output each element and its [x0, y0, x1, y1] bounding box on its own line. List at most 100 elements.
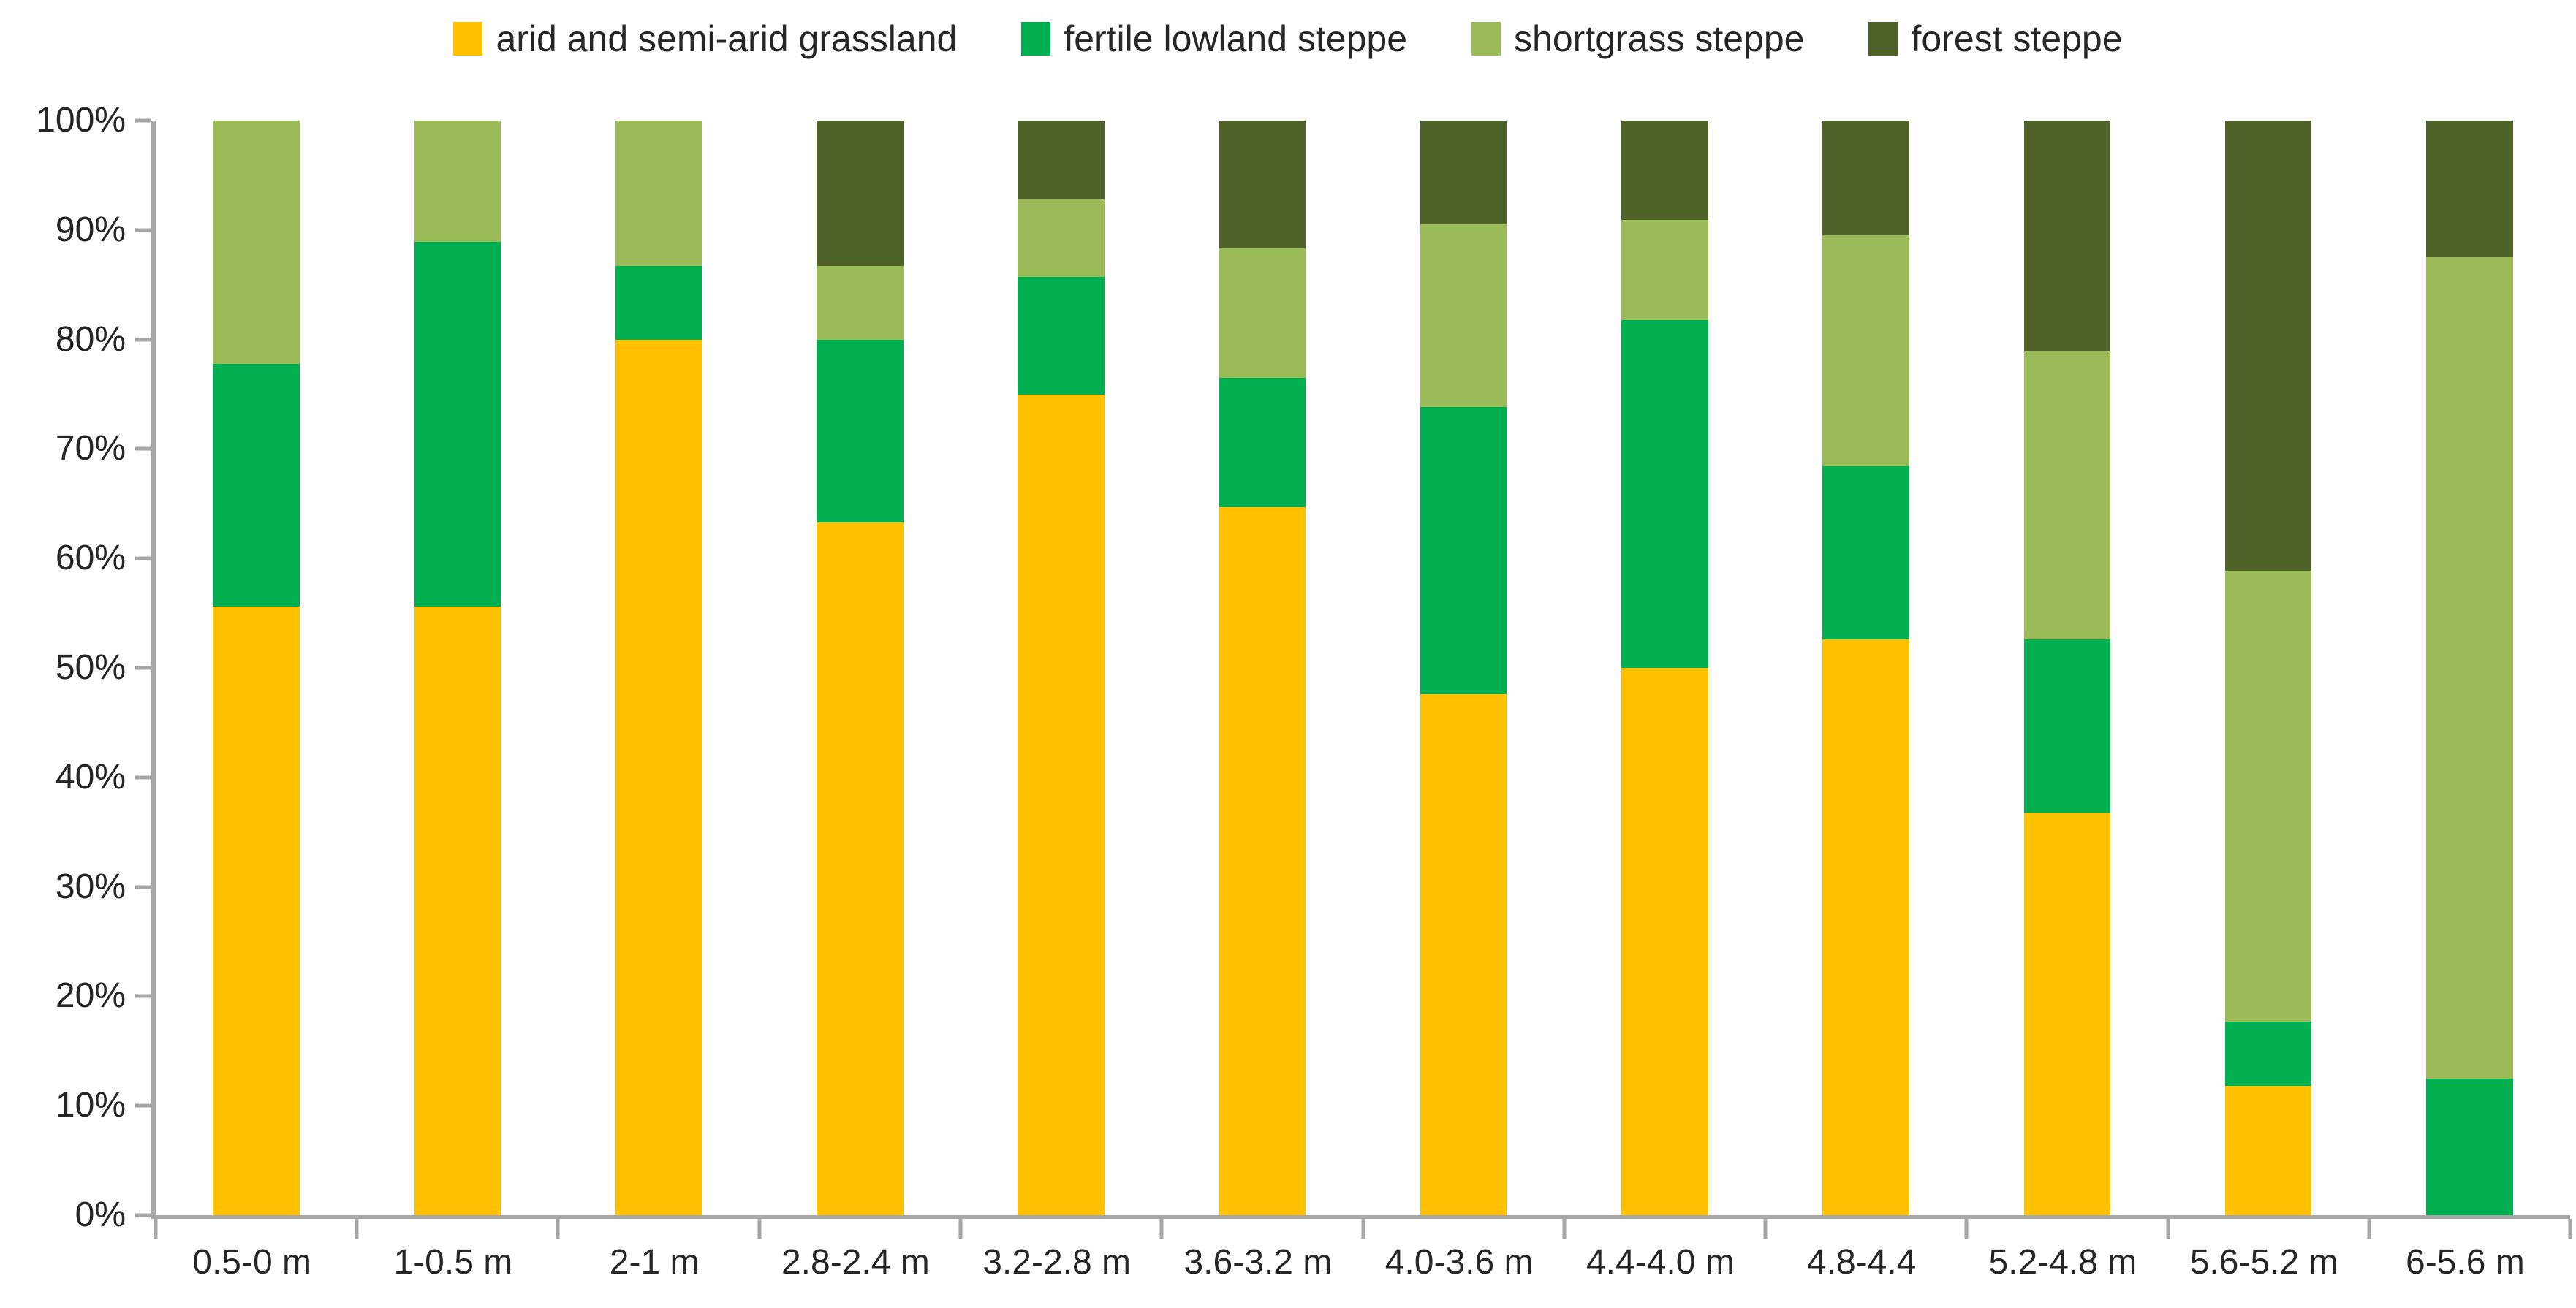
y-axis-tick	[135, 556, 151, 560]
bar-segment	[2224, 570, 2312, 1022]
legend-item: forest steppe	[1868, 18, 2123, 60]
legend-swatch	[1868, 22, 1898, 56]
legend-item: shortgrass steppe	[1471, 18, 1804, 60]
y-tick-label: 20%	[55, 976, 126, 1016]
y-axis-tick	[135, 775, 151, 780]
bar-stack	[1621, 121, 1708, 1215]
y-axis-tick	[135, 1213, 151, 1217]
bar-segment	[817, 522, 904, 1215]
bar-stack	[2023, 121, 2111, 1215]
bar-segment	[1621, 220, 1708, 320]
bar-segment	[2224, 1021, 2312, 1087]
bar-segment	[1420, 407, 1507, 694]
x-axis-tick	[556, 1219, 560, 1239]
bar-stack	[414, 121, 501, 1215]
bar-column	[2168, 121, 2369, 1215]
bar-segment	[1219, 248, 1306, 379]
bar-segment	[615, 121, 702, 267]
bar-segment	[1018, 121, 1105, 199]
x-category-label: 2-1 m	[609, 1243, 700, 1282]
legend-label: forest steppe	[1911, 18, 2123, 59]
y-axis-tick	[135, 118, 151, 123]
bar-segment	[1621, 319, 1708, 668]
y-axis-labels: 0% 10% 20% 30% 40% 50% 60% 70% 80% 90% 100%	[0, 103, 126, 1233]
y-tick-label: 60%	[55, 539, 126, 578]
bar-segment	[615, 266, 702, 340]
x-axis-tick	[1361, 1219, 1365, 1239]
y-axis-tick	[135, 994, 151, 998]
y-tick-label: 90%	[55, 210, 126, 249]
x-axis-tick	[757, 1219, 762, 1239]
bar-segment	[213, 121, 300, 364]
bar-segment	[2023, 121, 2111, 352]
bar-column	[156, 121, 357, 1215]
x-axis-tick	[355, 1219, 359, 1239]
bar-column	[1162, 121, 1363, 1215]
bar-segment	[414, 121, 501, 243]
x-category-label: 3.2-2.8 m	[982, 1243, 1131, 1282]
x-category-label: 5.6-5.2 m	[2189, 1243, 2338, 1282]
x-axis-tick	[2166, 1219, 2170, 1239]
bar-stack	[1420, 121, 1507, 1215]
legend-item: fertile lowland steppe	[1021, 18, 1407, 60]
bar-segment	[2426, 257, 2513, 1079]
x-category-label: 4.0-3.6 m	[1384, 1243, 1534, 1282]
bar-segment	[1018, 394, 1105, 1215]
bar-segment	[1219, 506, 1306, 1215]
legend-label: arid and semi-arid grassland	[496, 18, 958, 59]
bar-segment	[817, 339, 904, 522]
legend-swatch	[1021, 22, 1051, 56]
bar-segment	[2426, 121, 2513, 258]
x-axis-tick	[1964, 1219, 1969, 1239]
bar-stack	[615, 121, 702, 1215]
bar-segment	[1822, 235, 1909, 467]
bar-column	[558, 121, 759, 1215]
legend-label: shortgrass steppe	[1514, 18, 1805, 59]
bar-column	[357, 121, 558, 1215]
y-axis-tick	[135, 885, 151, 889]
x-axis-tick	[1159, 1219, 1164, 1239]
plot-area	[135, 118, 2572, 1239]
bar-segment	[414, 607, 501, 1215]
bar-segment	[2224, 1086, 2312, 1215]
bar-column	[1564, 121, 1765, 1215]
y-tick-label: 0%	[75, 1195, 126, 1234]
bar-column	[2369, 121, 2570, 1215]
y-tick-label: 70%	[55, 429, 126, 468]
y-tick-label: 40%	[55, 757, 126, 796]
bar-segment	[1420, 121, 1507, 225]
x-axis-tick	[2568, 1219, 2572, 1239]
bar-segment	[2224, 121, 2312, 571]
x-category-label: 2.8-2.4 m	[781, 1243, 930, 1282]
bar-segment	[213, 607, 300, 1215]
bar-segment	[1219, 121, 1306, 249]
x-category-label: 3.6-3.2 m	[1183, 1243, 1333, 1282]
bar-stack	[1018, 121, 1105, 1215]
bar-stack	[213, 121, 300, 1215]
bar-stack	[1219, 121, 1306, 1215]
bar-segment	[1420, 693, 1507, 1215]
bar-column	[759, 121, 961, 1215]
x-axis-labels: 0.5-0 m 1-0.5 m 2-1 m 2.8-2.4 m 3.2-2.8 m 3.6…	[151, 1242, 2566, 1282]
bar-segment	[1018, 277, 1105, 395]
y-tick-label: 30%	[55, 867, 126, 906]
y-tick-label: 50%	[55, 648, 126, 687]
bar-column	[1363, 121, 1564, 1215]
y-tick-label: 10%	[55, 1086, 126, 1125]
bar-segment	[1822, 466, 1909, 640]
x-category-label: 4.4-4.0 m	[1586, 1243, 1735, 1282]
bar-segment	[414, 242, 501, 607]
bar-segment	[1621, 668, 1708, 1215]
x-category-label: 4.8-4.4	[1806, 1243, 1917, 1282]
legend-item: arid and semi-arid grassland	[453, 18, 957, 60]
bar-stack	[1822, 121, 1909, 1215]
bar-segment	[817, 266, 904, 340]
bar-column	[1765, 121, 1966, 1215]
bar-segment	[2023, 639, 2111, 813]
y-axis-tick	[135, 1103, 151, 1108]
x-category-label: 6-5.6 m	[2406, 1243, 2525, 1282]
y-axis-tick	[135, 338, 151, 342]
x-axis-tick	[1562, 1219, 1567, 1239]
bar-segment	[2023, 812, 2111, 1215]
x-axis-tick	[1763, 1219, 1768, 1239]
